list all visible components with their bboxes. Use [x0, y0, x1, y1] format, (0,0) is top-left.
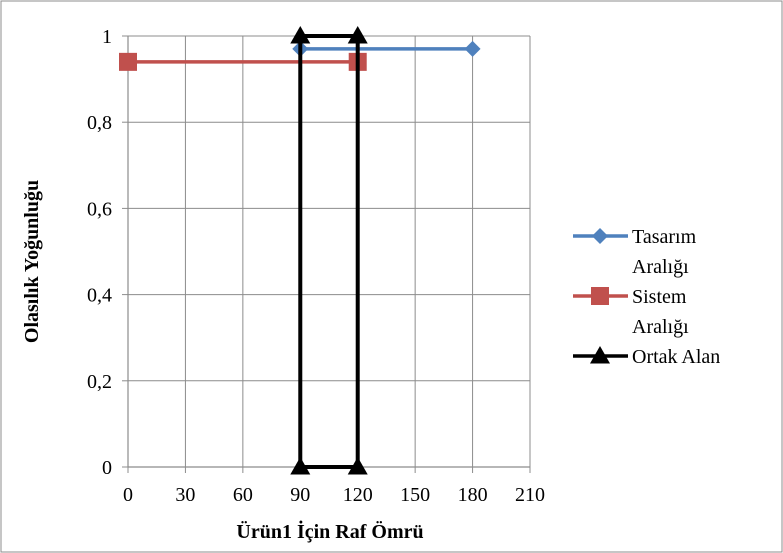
- x-tick-label: 0: [123, 484, 133, 506]
- legend-label: Aralığı: [632, 316, 689, 338]
- legend: Tasarım Aralığı Sistem Aralığı Ortak Alan: [573, 226, 720, 368]
- y-tick-label: 0,2: [87, 371, 112, 393]
- y-tick-label: 0,8: [87, 112, 112, 134]
- x-tick-label: 180: [458, 484, 488, 506]
- legend-label: Aralığı: [632, 256, 689, 278]
- data-point-marker: [347, 457, 368, 475]
- x-tick-label: 30: [175, 484, 195, 506]
- legend-item-0: Tasarım Aralığı: [573, 226, 697, 278]
- y-tick-label: 0,4: [87, 285, 112, 307]
- x-tick-label: 60: [233, 484, 253, 506]
- series-2: [290, 26, 368, 475]
- series: [119, 26, 481, 475]
- legend-label: Tasarım: [632, 226, 697, 248]
- data-point-marker: [347, 26, 368, 44]
- data-point-marker: [290, 26, 311, 44]
- x-tick-label: 90: [290, 484, 310, 506]
- legend-item-2: Ortak Alan: [573, 346, 720, 368]
- y-tick-label: 1: [102, 26, 112, 48]
- legend-label: Ortak Alan: [632, 346, 720, 368]
- legend-swatch-marker: [590, 346, 610, 364]
- data-point-marker: [119, 52, 137, 71]
- legend-label: Sistem: [632, 286, 687, 308]
- legend-item-1: Sistem Aralığı: [573, 286, 689, 338]
- y-tick-label: 0: [102, 457, 112, 479]
- series-1: [119, 52, 367, 71]
- x-tick-label: 150: [400, 484, 430, 506]
- data-point-marker: [464, 40, 481, 57]
- legend-swatch-marker: [592, 228, 608, 244]
- axis-titles: Ürün1 İçin Raf Ömrü Olasılık Yoğunluğu: [21, 180, 424, 543]
- legend-swatch-marker: [591, 287, 609, 305]
- x-tick-label: 210: [515, 484, 545, 506]
- series-0: [292, 40, 481, 57]
- y-axis-title: Olasılık Yoğunluğu: [21, 180, 43, 343]
- data-point-marker: [290, 457, 311, 475]
- y-tick-label: 0,6: [87, 198, 112, 220]
- x-tick-label: 120: [343, 484, 373, 506]
- x-axis-title: Ürün1 İçin Raf Ömrü: [236, 519, 423, 543]
- tick-labels: 0 30 60 90 120 150 180 210 0 0,2 0,4 0,6 0,8 1: [87, 26, 545, 506]
